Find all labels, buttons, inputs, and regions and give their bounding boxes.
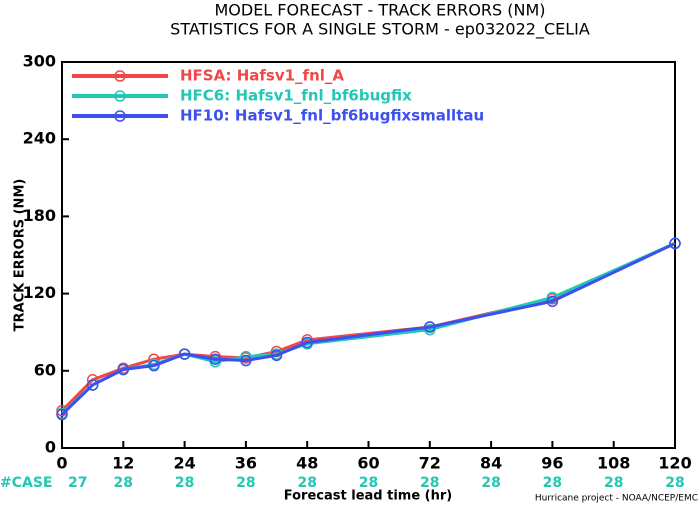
case-count: 28: [665, 475, 684, 491]
y-tick-label: 180: [23, 206, 56, 225]
x-tick-label: 60: [357, 454, 379, 473]
series-point: [270, 349, 283, 362]
chart-subtitle: STATISTICS FOR A SINGLE STORM - ep032022…: [170, 20, 590, 40]
series-point: [240, 354, 252, 367]
y-tick-label: 300: [23, 52, 56, 71]
series-line: [60, 242, 676, 412]
chart-title: MODEL FORECAST - TRACK ERRORS (NM): [214, 1, 545, 20]
x-tick-label: 96: [541, 454, 563, 473]
case-count: 28: [420, 475, 439, 491]
x-tick-label: 72: [419, 454, 441, 473]
y-tick-label: 60: [34, 360, 56, 379]
case-count: 28: [236, 475, 255, 491]
legend-label: HF10: Hafsv1_fnl_bf6bugfixsmalltau: [180, 107, 484, 125]
series-point: [546, 295, 559, 308]
x-axis-label: Forecast lead time (hr): [284, 489, 452, 504]
case-count: 28: [175, 475, 194, 491]
series-point: [178, 348, 191, 360]
y-tick-label: 240: [23, 129, 56, 148]
case-count: 28: [297, 475, 316, 491]
x-tick-label: 12: [112, 454, 134, 473]
series-point: [424, 321, 436, 333]
x-tick-label: 36: [235, 454, 257, 473]
case-count: 28: [114, 475, 133, 491]
x-tick-label: 0: [56, 454, 67, 473]
legend-label: HFSA: Hafsv1_fnl_A: [180, 67, 344, 85]
legend-marker: [114, 70, 126, 82]
series-point: [56, 408, 68, 421]
x-tick-label: 120: [658, 454, 691, 473]
series-point: [148, 359, 160, 372]
series-line: [60, 242, 676, 416]
x-tick-label: 24: [173, 454, 195, 473]
case-count: 28: [543, 475, 562, 491]
legend-label: HFC6: Hafsv1_fnl_bf6bugfix: [180, 87, 412, 105]
footer: Hurricane project - NOAA/NCEP/EMC: [535, 494, 698, 504]
y-tick-label: 120: [23, 283, 56, 302]
case-label: #CASE: [0, 475, 53, 491]
case-count: 28: [481, 475, 500, 491]
series-point: [86, 379, 99, 391]
x-tick-label: 108: [597, 454, 630, 473]
y-tick-label: 0: [45, 438, 56, 457]
legend-marker: [114, 110, 126, 122]
series-line: [60, 242, 676, 415]
legend-marker: [114, 90, 126, 102]
series-point: [669, 237, 681, 250]
case-count: 28: [359, 475, 378, 491]
series-point: [117, 363, 130, 376]
case-count: 28: [604, 475, 623, 491]
series-point: [209, 353, 221, 365]
x-tick-label: 48: [296, 454, 318, 473]
case-count: 27: [68, 475, 87, 491]
y-axis-label: TRACK ERRORS (NM): [13, 179, 28, 332]
x-tick-label: 84: [480, 454, 502, 473]
series-point: [301, 336, 313, 349]
